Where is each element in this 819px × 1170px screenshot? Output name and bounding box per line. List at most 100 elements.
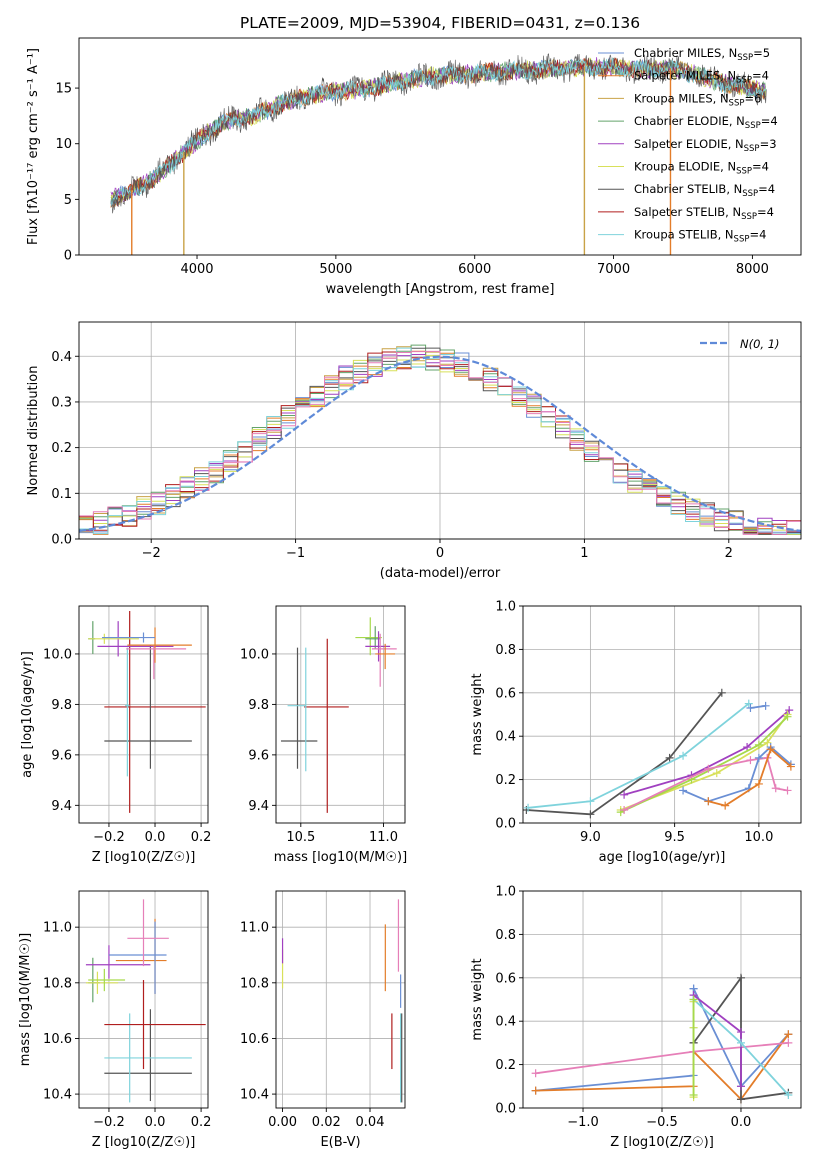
weight-point bbox=[736, 1082, 745, 1091]
x-axis-label: Z [log10(Z/Z☉)] bbox=[92, 850, 196, 865]
y-tick-label: 1.0 bbox=[495, 600, 516, 615]
weight-point bbox=[665, 753, 674, 762]
y-tick-label: 10.0 bbox=[43, 647, 72, 662]
y-tick-label: 11.0 bbox=[43, 921, 72, 936]
residuals-panel: −2 −1 0 1 2 0.0 0.1 0.2 0.3 0.4 (data-model)/error… bbox=[26, 321, 802, 581]
weight-point bbox=[586, 810, 595, 819]
y-tick-label: 0.0 bbox=[495, 817, 516, 832]
weight-series-line bbox=[682, 745, 792, 803]
weight-point bbox=[784, 1090, 793, 1099]
x-tick-label: −0.2 bbox=[93, 830, 125, 845]
y-tick-label: 10 bbox=[55, 137, 72, 152]
legend-entry: Chabrier MILES, NSSP=5 bbox=[634, 46, 770, 63]
mass-vs-EBV-panel: 0.00 0.02 0.04 10.4 10.6 10.8 11.0 E(B-V) bbox=[240, 890, 406, 1150]
y-axis-label: mass weight bbox=[470, 673, 485, 755]
weight-point bbox=[754, 753, 763, 762]
y-axis-label: mass weight bbox=[470, 958, 485, 1040]
y-tick-label: 1.0 bbox=[495, 885, 516, 900]
y-tick-label: 9.4 bbox=[248, 799, 269, 814]
x-axis-label: Z [log10(Z/Z☉)] bbox=[610, 1135, 714, 1150]
x-tick-label: 0.04 bbox=[356, 1115, 385, 1130]
weight-series-line bbox=[766, 757, 788, 792]
weight-point bbox=[785, 706, 794, 715]
y-tick-label: 10.6 bbox=[240, 1032, 269, 1047]
y-tick-label: 0 bbox=[64, 249, 72, 264]
x-tick-label: 0.02 bbox=[312, 1115, 341, 1130]
legend-entry: N(0, 1) bbox=[740, 337, 780, 351]
weight-point bbox=[689, 995, 698, 1004]
normal-curve bbox=[79, 355, 801, 533]
x-axis-label: E(B-V) bbox=[320, 1135, 360, 1150]
x-tick-label: −0.5 bbox=[646, 1115, 678, 1130]
weight-point bbox=[744, 699, 753, 708]
weight-point bbox=[771, 784, 780, 793]
weight-point bbox=[620, 790, 629, 799]
y-tick-label: 10.4 bbox=[43, 1088, 72, 1103]
x-tick-label: 0.2 bbox=[191, 830, 212, 845]
weight-point bbox=[717, 688, 726, 697]
x-tick-label: −1.0 bbox=[567, 1115, 599, 1130]
y-tick-label: 0.2 bbox=[51, 441, 72, 456]
y-tick-label: 10.0 bbox=[240, 647, 269, 662]
weight-point bbox=[784, 1030, 793, 1039]
weight-point bbox=[689, 1090, 698, 1099]
weight-vs-age-panel: 9.0 9.5 10.0 0.0 0.2 0.4 0.6 0.8 1.0 age [log10(a… bbox=[470, 600, 802, 865]
weight-point bbox=[531, 1086, 540, 1095]
x-tick-label: 8000 bbox=[736, 262, 769, 277]
x-axis-label: Z [log10(Z/Z☉)] bbox=[92, 1135, 196, 1150]
axes-frame bbox=[275, 890, 406, 1109]
weight-point bbox=[763, 738, 772, 747]
y-tick-label: 9.6 bbox=[248, 748, 269, 763]
mass-vs-Z-panel: −0.2 0.0 0.2 10.4 10.6 10.8 11.0 Z [log10(Z/Z☉)… bbox=[18, 890, 211, 1150]
y-tick-label: 10.6 bbox=[43, 1032, 72, 1047]
x-axis-label: wavelength [Angstrom, rest frame] bbox=[326, 282, 555, 297]
axes-frame bbox=[78, 890, 209, 1109]
x-axis-label: mass [log10(M/M☉)] bbox=[274, 850, 407, 865]
legend-entry: Chabrier STELIB, NSSP=4 bbox=[634, 182, 775, 199]
y-tick-label: 0.4 bbox=[495, 1015, 516, 1030]
weight-series-line bbox=[526, 692, 723, 816]
x-tick-label: −2 bbox=[142, 546, 161, 561]
x-tick-label: 9.5 bbox=[664, 830, 685, 845]
x-tick-label: 4000 bbox=[180, 262, 213, 277]
y-tick-label: 0.6 bbox=[495, 686, 516, 701]
y-tick-label: 0.8 bbox=[495, 643, 516, 658]
axes-frame bbox=[78, 605, 209, 824]
weight-point bbox=[784, 1038, 793, 1047]
legend-entry: Kroupa MILES, NSSP=6 bbox=[634, 91, 761, 108]
x-tick-label: −1 bbox=[286, 546, 305, 561]
weight-point bbox=[736, 1028, 745, 1037]
age-vs-Z-panel: −0.2 0.0 0.2 9.4 9.6 9.8 10.0 Z [log10(Z/Z☉)] ag… bbox=[20, 605, 212, 865]
x-tick-label: −0.2 bbox=[93, 1115, 125, 1130]
y-tick-label: 0.0 bbox=[51, 533, 72, 548]
x-tick-label: 9.0 bbox=[580, 830, 601, 845]
spectrum-legend: Chabrier MILES, NSSP=5 Salpeter MILES, NS… bbox=[598, 46, 778, 245]
x-tick-label: 7000 bbox=[597, 262, 630, 277]
y-tick-label: 0.0 bbox=[495, 1102, 516, 1117]
weight-point bbox=[736, 1095, 745, 1104]
legend-entry: Kroupa STELIB, NSSP=4 bbox=[634, 228, 766, 245]
axes-frame bbox=[78, 37, 802, 256]
spectrum-panel: 4000 5000 6000 7000 8000 0 5 10 15 wavelength [An… bbox=[26, 37, 802, 297]
weight-series-line bbox=[620, 713, 789, 811]
weight-point bbox=[712, 769, 721, 778]
figure-title: PLATE=2009, MJD=53904, FIBERID=0431, z=0… bbox=[240, 14, 640, 32]
weight-point bbox=[679, 751, 688, 760]
weight-series-line bbox=[528, 702, 750, 809]
weight-point bbox=[754, 779, 763, 788]
axes-frame bbox=[275, 605, 406, 824]
spectrum-series-line bbox=[110, 57, 767, 206]
y-tick-label: 9.8 bbox=[248, 698, 269, 713]
x-tick-label: 10.5 bbox=[286, 830, 315, 845]
weight-series-line bbox=[620, 716, 789, 813]
y-tick-label: 15 bbox=[55, 82, 72, 97]
y-tick-label: 10.8 bbox=[240, 976, 269, 991]
y-tick-label: 0.2 bbox=[495, 773, 516, 788]
y-axis-label: Flux [fλ10⁻¹⁷ erg cm⁻² s⁻¹ A⁻¹] bbox=[26, 48, 41, 245]
weight-point bbox=[524, 803, 533, 812]
weight-point bbox=[531, 1069, 540, 1078]
y-tick-label: 10.8 bbox=[43, 976, 72, 991]
weight-point bbox=[743, 743, 752, 752]
x-tick-label: 0.0 bbox=[145, 830, 166, 845]
